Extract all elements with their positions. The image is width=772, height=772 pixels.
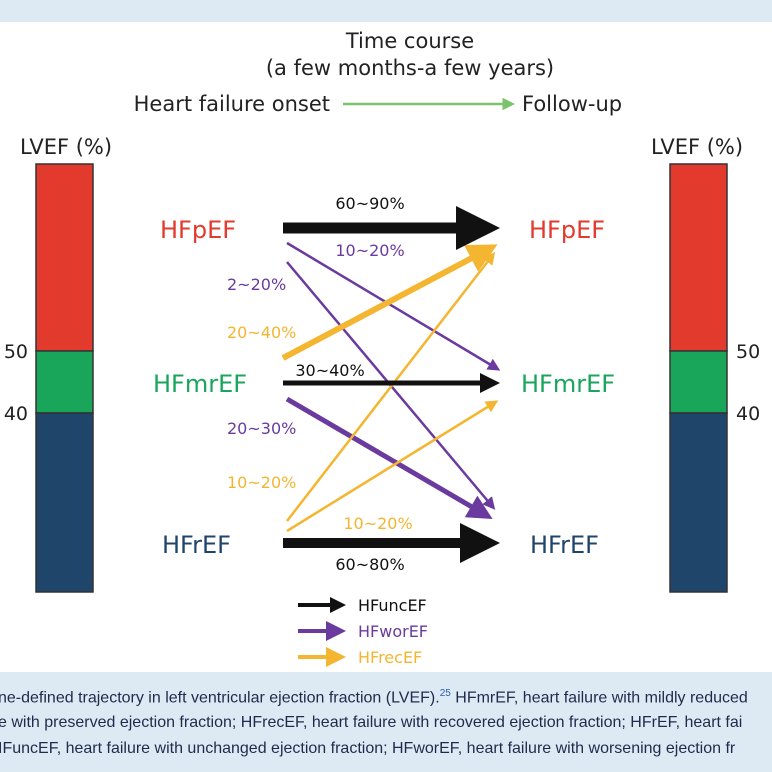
onset-label: Heart failure onset [134,92,330,116]
label-right-hfref: HFrEF [530,531,599,559]
legend-worsening-label: HFworEF [358,622,428,641]
arrow-hfpef-to-hfmref [286,241,501,371]
caption-reference[interactable]: 25 [439,688,451,699]
right-tick-40: 40 [736,403,760,425]
label-right-hfmref: HFmrEF [521,370,615,398]
arrow-hfmref-to-hfpef [281,244,498,361]
caption-line-3: IFuncEF, heart failure with unchanged ej… [0,740,736,757]
right-bar-hfpef-segment [669,163,728,352]
pct-mr-to-mr: 30~40% [295,361,364,380]
left-bar-hfpef-segment [35,163,94,352]
label-left-hfpef: HFpEF [160,216,236,244]
label-right-hfpef: HFpEF [529,216,605,244]
figure-caption: ne-defined trajectory in left ventricula… [0,680,772,772]
label-left-hfref: HFrEF [162,531,231,559]
pct-pef-to-pef: 60~90% [335,194,404,213]
right-bar-hfmref-segment [669,350,728,414]
right-lvef-label: LVEF (%) [651,135,743,159]
pct-pef-to-ref: 2~20% [227,275,286,294]
pct-mr-to-ref: 20~30% [227,419,296,438]
time-course-subtitle: (a few months-a few years) [266,56,554,80]
left-bar-hfmref-segment [35,350,94,414]
time-course-title: Time course [345,29,474,53]
arrow-hfref-to-hfmref [286,400,499,533]
right-tick-50: 50 [736,341,760,363]
caption-line-1-rest: HFmrEF, heart failure with mildly reduce… [450,689,748,707]
pct-ref-to-mr: 10~20% [343,514,412,533]
left-lvef-label: LVEF (%) [20,135,112,159]
label-left-hfmref: HFmrEF [153,370,247,398]
pct-ref-to-ref: 60~80% [335,555,404,574]
followup-label: Follow-up [522,92,622,116]
trajectory-diagram: Time course (a few months-a few years) H… [4,29,760,667]
left-bar-hfref-segment [35,412,94,593]
right-bar-hfref-segment [669,412,728,593]
caption-line-1-text: ne-defined trajectory in left ventricula… [0,689,440,707]
caption-line-1: ne-defined trajectory in left ventricula… [0,688,748,707]
legend: HFuncEF HFworEF HFrecEF [298,596,428,667]
figure-panel: Time course (a few months-a few years) H… [0,22,772,672]
arrow-hfmref-to-hfref [285,396,493,520]
pct-pef-worsen: 10~20% [335,241,404,260]
left-tick-50: 50 [4,341,28,363]
legend-recovered-label: HFrecEF [358,648,422,667]
arrow-hfref-to-hfpef [286,252,496,522]
pct-ref-to-pef: 10~20% [227,473,296,492]
caption-line-2: e with preserved ejection fraction; HFre… [0,714,743,731]
pct-mr-to-pef: 20~40% [227,323,296,342]
left-tick-40: 40 [4,403,28,425]
legend-unchanged-label: HFuncEF [358,596,427,615]
